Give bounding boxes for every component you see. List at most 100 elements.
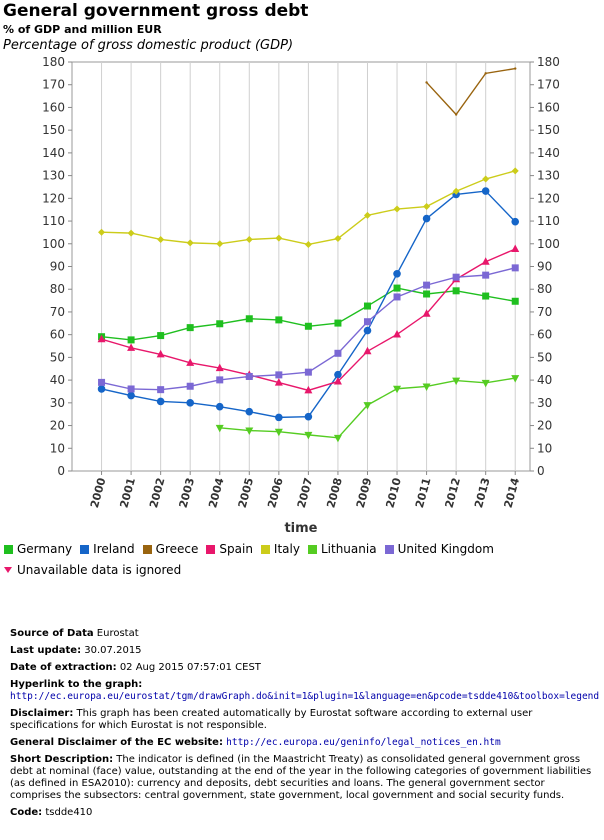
meta-general-disclaimer-link[interactable]: http://ec.europa.eu/geninfo/legal_notice…	[226, 737, 501, 748]
x-tick-label: 2004	[206, 476, 227, 509]
data-point-ireland	[363, 326, 372, 335]
x-tick-label: 2010	[383, 476, 404, 509]
data-point-united-kingdom	[157, 386, 165, 394]
data-point-ireland	[97, 385, 106, 393]
data-point-united-kingdom	[423, 281, 431, 289]
legend-item-lithuania[interactable]: Lithuania	[307, 542, 377, 556]
data-point-germany	[245, 315, 253, 323]
meta-short-description: Short Description: The indicator is defi…	[10, 754, 595, 802]
data-point-germany	[275, 316, 283, 324]
legend-label-lithuania: Lithuania	[320, 542, 377, 556]
meta-source: Source of Data Eurostat	[10, 628, 595, 640]
x-tick-label: 2014	[502, 476, 523, 509]
chart-subtitle: % of GDP and million EUR	[3, 23, 162, 36]
x-tick-label: 2013	[472, 476, 492, 509]
y-tick-label-right: 50	[537, 350, 552, 364]
data-point-lithuania	[511, 375, 520, 383]
legend-swatch-spain	[206, 544, 216, 554]
legend-item-italy[interactable]: Italy	[260, 542, 300, 556]
data-point-italy	[186, 239, 194, 247]
data-point-lithuania	[274, 428, 283, 437]
data-point-ireland	[334, 370, 342, 379]
y-tick-label-left: 140	[42, 146, 65, 160]
meta-code-value: tsdde410	[45, 807, 93, 818]
data-point-greece	[484, 72, 487, 75]
y-tick-label-right: 100	[537, 237, 560, 251]
data-point-italy	[393, 205, 401, 213]
data-point-germany	[363, 302, 371, 310]
chart-legend: Germany Ireland Greece Spain Italy Lithu…	[4, 542, 600, 556]
data-point-ireland	[511, 217, 520, 226]
meta-code-label: Code:	[10, 807, 43, 818]
data-point-lithuania	[304, 431, 313, 440]
data-point-united-kingdom	[186, 382, 194, 390]
data-point-united-kingdom	[452, 273, 460, 281]
y-tick-label-right: 130	[537, 169, 560, 183]
data-point-spain	[481, 257, 490, 265]
data-point-ireland	[127, 391, 135, 400]
data-point-united-kingdom	[127, 385, 135, 393]
data-point-germany	[157, 332, 165, 340]
data-point-italy	[363, 211, 371, 219]
meta-hyperlink-link[interactable]: http://ec.europa.eu/eurostat/tgm/drawGra…	[10, 691, 600, 702]
data-point-spain	[422, 309, 431, 317]
triangle-marker-icon	[4, 567, 12, 573]
legend-item-greece[interactable]: Greece	[142, 542, 198, 556]
meta-source-label: Source of Data	[10, 628, 94, 639]
y-tick-label-right: 120	[537, 191, 560, 205]
y-tick-label-right: 140	[537, 146, 560, 160]
data-point-italy	[275, 234, 283, 242]
legend-swatch-ireland	[80, 544, 90, 554]
data-point-lithuania	[333, 434, 342, 443]
y-tick-label-left: 40	[50, 373, 65, 387]
legend-item-germany[interactable]: Germany	[4, 542, 72, 556]
y-tick-label-left: 70	[50, 305, 65, 319]
data-point-greece	[514, 67, 517, 70]
data-point-greece	[454, 113, 458, 116]
data-point-italy	[423, 203, 431, 211]
y-tick-label-left: 10	[50, 441, 65, 455]
meta-disclaimer-label: Disclaimer:	[10, 708, 74, 719]
data-point-spain	[186, 358, 195, 366]
data-point-germany	[423, 290, 431, 298]
data-point-lithuania	[481, 379, 490, 388]
legend-swatch-germany	[4, 544, 13, 554]
y-tick-label-right: 10	[537, 441, 552, 455]
legend-swatch-united-kingdom	[384, 544, 394, 554]
y-tick-label-right: 70	[537, 305, 552, 319]
legend-item-spain[interactable]: Spain	[206, 542, 253, 556]
data-point-germany	[393, 284, 401, 292]
note-text: Unavailable data is ignored	[17, 563, 182, 577]
y-tick-label-left: 30	[50, 396, 65, 410]
data-point-germany	[511, 297, 519, 305]
data-point-germany	[304, 322, 312, 330]
data-point-united-kingdom	[304, 368, 312, 376]
data-point-lithuania	[393, 385, 402, 394]
legend-item-united-kingdom[interactable]: United Kingdom	[384, 542, 494, 556]
data-point-spain	[127, 343, 136, 351]
data-point-spain	[215, 363, 224, 372]
x-axis-title: time	[284, 521, 317, 536]
legend-label-germany: Germany	[17, 542, 73, 556]
x-tick-label: 2000	[88, 476, 109, 509]
data-point-germany	[186, 324, 194, 332]
data-point-italy	[511, 167, 519, 175]
data-point-italy	[216, 240, 224, 248]
meta-general-disclaimer: General Disclaimer of the EC website: ht…	[10, 737, 595, 749]
y-tick-label-left: 100	[42, 237, 65, 251]
data-point-spain	[393, 329, 402, 338]
metadata-block: Source of Data Eurostat Last update: 30.…	[10, 628, 599, 824]
data-point-lithuania	[452, 377, 461, 386]
data-point-italy	[157, 235, 165, 243]
meta-update: Last update: 30.07.2015	[10, 645, 595, 657]
meta-hyperlink-label: Hyperlink to the graph:	[10, 679, 143, 690]
data-point-united-kingdom	[393, 293, 401, 301]
data-point-spain	[97, 334, 106, 343]
x-tick-label: 2011	[413, 476, 433, 509]
data-point-germany	[334, 319, 342, 327]
legend-item-ireland[interactable]: Ireland	[80, 542, 135, 556]
meta-update-label: Last update:	[10, 645, 82, 656]
meta-general-disclaimer-label: General Disclaimer of the EC website:	[10, 737, 223, 748]
data-point-spain	[156, 349, 165, 358]
y-tick-label-right: 110	[537, 214, 560, 228]
